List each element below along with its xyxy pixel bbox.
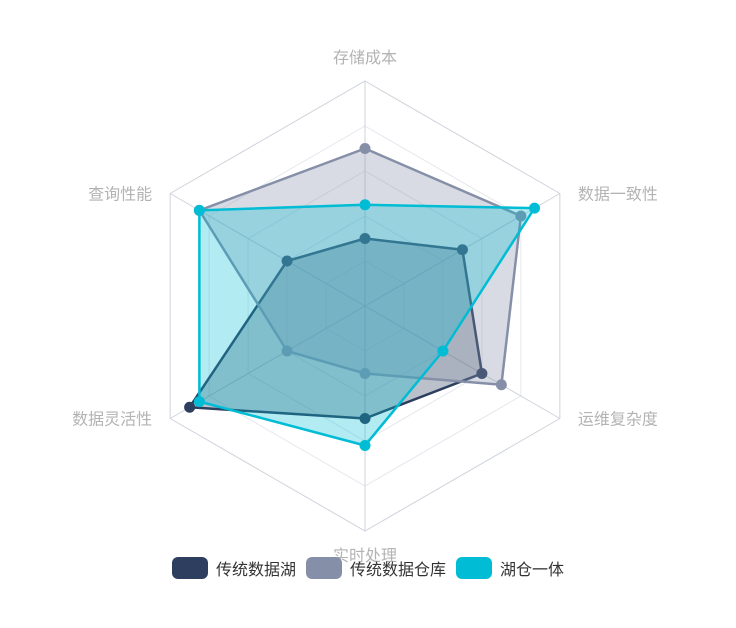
- radar-axis-label: 实时处理: [333, 547, 397, 565]
- radar-data-point[interactable]: [184, 401, 196, 413]
- radar-data-point[interactable]: [515, 210, 527, 222]
- radar-data-point[interactable]: [495, 379, 507, 391]
- radar-data-point[interactable]: [529, 202, 541, 214]
- radar-data-point[interactable]: [193, 204, 205, 216]
- radar-data-point[interactable]: [281, 345, 293, 357]
- legend: 传统数据湖 传统数据仓库 湖仓一体: [0, 556, 736, 580]
- legend-item-warehouse[interactable]: 传统数据仓库: [305, 556, 446, 580]
- radar-data-point[interactable]: [437, 345, 449, 357]
- radar-series-2[interactable]: [193, 199, 541, 451]
- legend-swatch: [171, 557, 208, 579]
- legend-item-lake[interactable]: 传统数据湖: [171, 556, 296, 580]
- radar-data-point[interactable]: [359, 440, 371, 451]
- legend-label: 湖仓一体: [500, 562, 565, 579]
- radar-data-point[interactable]: [359, 233, 371, 244]
- radar-data-point[interactable]: [359, 368, 371, 379]
- legend-swatch: [305, 557, 342, 579]
- radar-axis-label: 运维复杂度: [578, 411, 658, 429]
- radar-axis-line: [364, 305, 561, 419]
- legend-swatch: [456, 557, 492, 579]
- radar-data-point[interactable]: [193, 396, 205, 408]
- radar-axis-label: 存储成本: [333, 49, 397, 67]
- legend-item-lakehouse[interactable]: 湖仓一体: [456, 556, 564, 580]
- legend-label: 传统数据仓库: [349, 562, 446, 579]
- radar-axis-label: 数据灵活性: [72, 411, 152, 429]
- radar-data-point[interactable]: [456, 244, 468, 256]
- radar-axis-label: 数据一致性: [578, 186, 658, 204]
- radar-axis-label: 查询性能: [88, 186, 152, 204]
- radar-series-layer: [184, 143, 541, 451]
- radar-data-point[interactable]: [281, 255, 293, 267]
- legend-label: 传统数据湖: [215, 562, 296, 579]
- radar-data-point[interactable]: [359, 413, 371, 424]
- radar-data-point[interactable]: [476, 368, 488, 379]
- radar-data-point[interactable]: [359, 199, 371, 211]
- radar-series-0[interactable]: [184, 233, 488, 424]
- radar-data-point[interactable]: [359, 143, 371, 154]
